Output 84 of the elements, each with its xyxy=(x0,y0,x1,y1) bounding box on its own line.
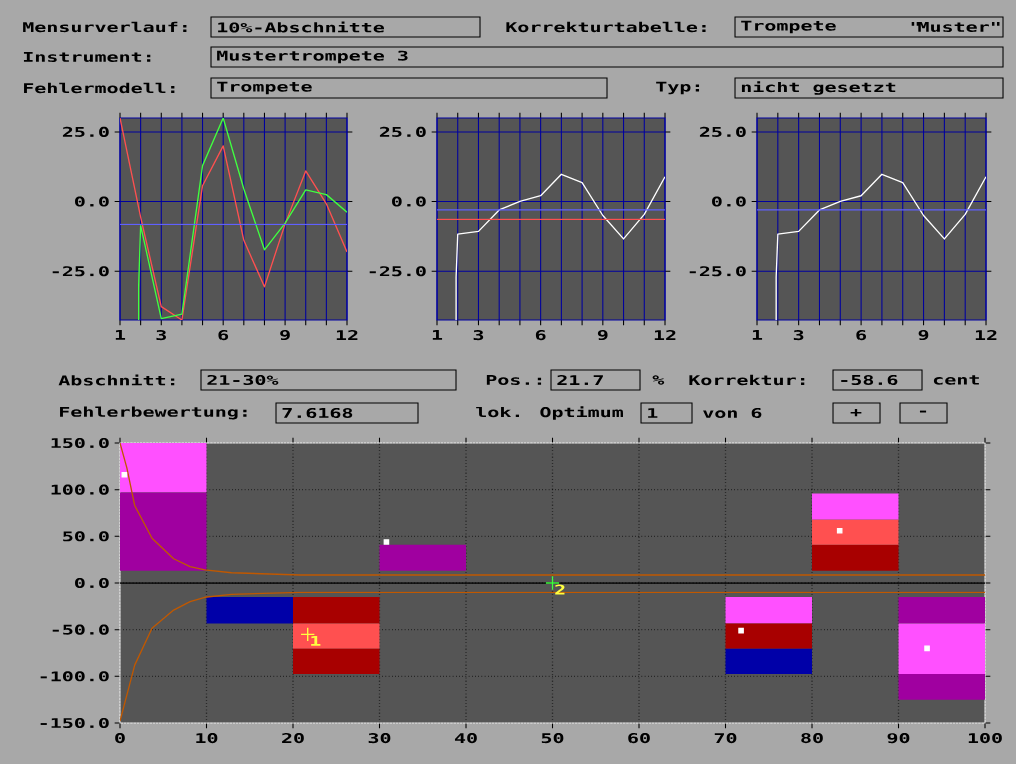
text: -58.6 xyxy=(841,374,898,386)
text: + xyxy=(850,409,862,417)
bar xyxy=(120,492,207,571)
point xyxy=(738,627,744,634)
text: Pos.: xyxy=(486,375,542,385)
text: 1 xyxy=(648,408,658,418)
text: cent xyxy=(933,375,979,385)
x-tick-label: 12 xyxy=(975,330,997,340)
text: 21-30% xyxy=(207,374,279,386)
bar xyxy=(293,623,380,649)
text: von 6 xyxy=(703,407,762,419)
text: Korrektur: xyxy=(689,374,805,386)
x-tick-label: 0 xyxy=(115,733,125,744)
y-tick-label: -25.0 xyxy=(52,266,109,277)
line-series xyxy=(775,173,987,320)
x-tick-label: 40 xyxy=(454,733,477,744)
y-tick-label: -50.0 xyxy=(52,624,109,635)
line-series xyxy=(455,173,666,320)
x-tick-label: 50 xyxy=(541,733,564,744)
x-tick-label: 60 xyxy=(628,733,650,744)
x-tick-label: 1 xyxy=(432,330,443,340)
x-tick-label: 70 xyxy=(714,733,737,744)
bar xyxy=(812,519,899,545)
annotation: 1 xyxy=(311,635,321,646)
x-tick-label: 1 xyxy=(752,330,763,340)
x-tick-label: 90 xyxy=(887,733,910,744)
y-tick-label: 150.0 xyxy=(51,437,109,449)
bar xyxy=(725,648,813,674)
y-tick-label: 0.0 xyxy=(392,196,426,207)
text: Korrekturtabelle: xyxy=(506,21,706,33)
x-tick-label: 12 xyxy=(654,330,676,340)
y-tick-label: 25.0 xyxy=(379,126,426,137)
x-tick-label: 9 xyxy=(918,330,929,341)
x-tick-label: 9 xyxy=(597,330,608,341)
point xyxy=(383,539,390,545)
text: 7.6168 xyxy=(282,407,353,419)
bar xyxy=(898,597,986,624)
x-tick-label: 80 xyxy=(801,733,823,744)
point xyxy=(121,471,128,478)
text: Typ: xyxy=(656,81,700,95)
y-tick-label: 50.0 xyxy=(63,531,109,542)
y-tick-label: 100.0 xyxy=(51,484,109,495)
y-tick-label: 0.0 xyxy=(75,196,109,207)
x-tick-label: 9 xyxy=(280,330,290,341)
text: Mustertrompete 3 xyxy=(217,50,408,64)
text: Trompete xyxy=(741,20,836,34)
y-tick-label: -25.0 xyxy=(369,266,426,277)
y-tick-label: -150.0 xyxy=(40,717,109,729)
text: Instrument: xyxy=(23,52,151,62)
x-tick-label: 20 xyxy=(282,733,304,744)
x-tick-label: 10 xyxy=(196,733,218,744)
text: 21.7 xyxy=(557,375,603,385)
x-tick-label: 6 xyxy=(856,330,867,341)
text: % xyxy=(652,375,665,385)
point xyxy=(836,527,843,534)
y-tick-label: -25.0 xyxy=(689,266,746,277)
x-tick-label: 3 xyxy=(793,330,804,341)
y-tick-label: 0.0 xyxy=(75,577,109,589)
text: Trompete xyxy=(217,81,312,95)
text: "Muster" xyxy=(911,22,1000,32)
text: Fehlermodell: xyxy=(24,82,175,94)
text: Abschnitt: xyxy=(58,374,175,386)
y-tick-label: 25.0 xyxy=(62,126,109,137)
point xyxy=(924,645,930,652)
text: Mensurverlauf: xyxy=(23,21,187,33)
y-tick-label: 25.0 xyxy=(699,126,746,137)
y-tick-label: -100.0 xyxy=(40,671,109,682)
line-series xyxy=(120,443,986,576)
x-tick-label: 30 xyxy=(368,733,391,744)
text: Fehlerbewertung: xyxy=(60,406,247,420)
x-tick-label: 12 xyxy=(336,330,358,340)
x-tick-label: 3 xyxy=(473,330,484,341)
bar xyxy=(293,648,380,674)
text: nicht gesetzt xyxy=(741,81,896,95)
x-tick-label: 6 xyxy=(218,330,229,341)
y-tick-label: 0.0 xyxy=(712,196,746,207)
x-tick-label: 100 xyxy=(968,733,1002,744)
x-tick-label: 1 xyxy=(115,330,126,340)
bar xyxy=(379,544,467,571)
x-tick-label: 3 xyxy=(156,330,166,341)
x-tick-label: 6 xyxy=(535,330,546,341)
text: - xyxy=(919,410,927,413)
text: lok. Optimum xyxy=(476,406,623,420)
text: 10%-Abschnitte xyxy=(218,21,384,33)
